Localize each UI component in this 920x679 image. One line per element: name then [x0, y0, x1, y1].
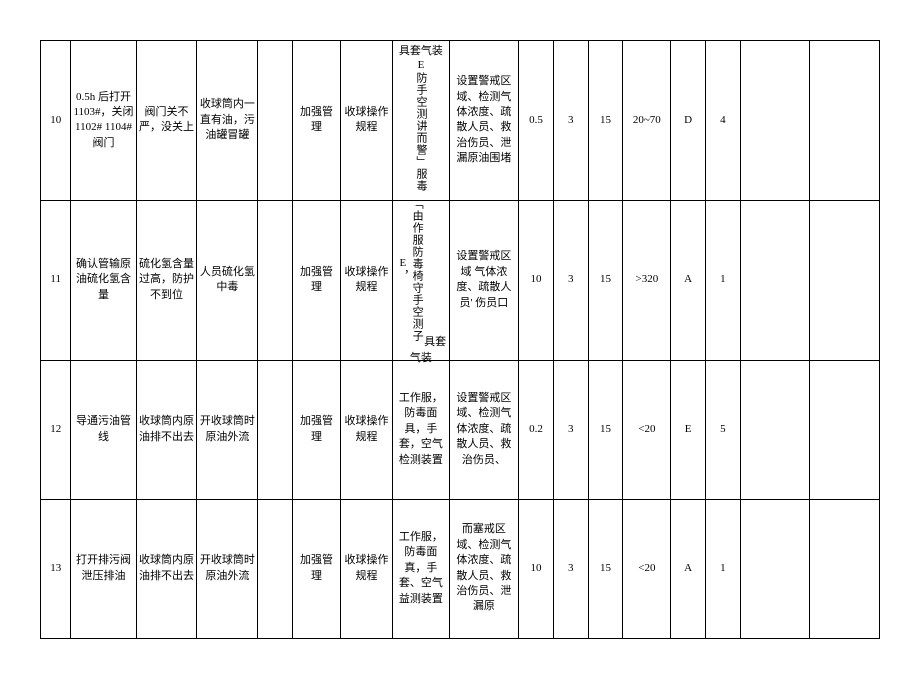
cell-level: 5 [706, 360, 741, 499]
cell-range: >320 [623, 200, 671, 360]
cell-cause: 收球筒内原油排不出去 [136, 499, 197, 638]
cell-procedure: 收球操作规程 [340, 360, 392, 499]
cell-id: 10 [41, 41, 71, 201]
cell-hazard: 人员硫化氢中毒 [197, 200, 258, 360]
ppe-vertical: 「由作服防毒椅守手空测子E， [396, 194, 425, 345]
cell-v1: 10 [519, 499, 554, 638]
cell-emergency: 而塞戒区域、检测气体浓度、疏散人员、救治伤员、泄漏原 [449, 499, 519, 638]
cell-blank [740, 200, 810, 360]
cell-level: 4 [706, 41, 741, 201]
table-body: 10 0.5h 后打开 1103#，关闭 1102# 1104#阀门 阀门关不严… [41, 41, 880, 639]
risk-table: 10 0.5h 后打开 1103#，关闭 1102# 1104#阀门 阀门关不严… [40, 40, 880, 639]
cell-v1: 0.5 [519, 41, 554, 201]
cell-v3: 15 [588, 360, 623, 499]
cell-v2: 3 [553, 200, 588, 360]
cell-step: 打开排污阀泄压排油 [71, 499, 136, 638]
cell-step: 0.5h 后打开 1103#，关闭 1102# 1104#阀门 [71, 41, 136, 201]
cell-level: 1 [706, 499, 741, 638]
cell-v2: 3 [553, 41, 588, 201]
cell-blank [740, 360, 810, 499]
cell-emergency: 设置警戒区域 气体浓度、疏散人员' 伤员口 [449, 200, 519, 360]
cell-blank [740, 41, 810, 201]
table-row: 13 打开排污阀泄压排油 收球筒内原油排不出去 开收球筒时原油外流 加强管理 收… [41, 499, 880, 638]
cell-cause: 收球筒内原油排不出去 [136, 360, 197, 499]
cell-emergency: 设置警戒区域、检测气体浓度、疏散人员、救治伤员、 [449, 360, 519, 499]
cell-grade: D [671, 41, 706, 201]
cell-blank [258, 499, 293, 638]
cell-emergency: 设置警戒区域、检测气体浓度、疏散人员、救治伤员、泄漏原油围堵 [449, 41, 519, 201]
cell-ppe: 工作服，防毒面真，手套、空气益测装置 [393, 499, 450, 638]
cell-step: 确认管输原油硫化氢含量 [71, 200, 136, 360]
cell-blank [258, 41, 293, 201]
ppe-vertical: E防手空测讲而警」服毒 [414, 59, 428, 192]
cell-v1: 10 [519, 200, 554, 360]
cell-blank [258, 200, 293, 360]
cell-id: 12 [41, 360, 71, 499]
cell-procedure: 收球操作规程 [340, 499, 392, 638]
cell-range: <20 [623, 499, 671, 638]
cell-blank [258, 360, 293, 499]
cell-control: 加强管理 [293, 499, 341, 638]
cell-hazard: 开收球筒时原油外流 [197, 360, 258, 499]
cell-hazard: 开收球筒时原油外流 [197, 499, 258, 638]
cell-range: 20~70 [623, 41, 671, 201]
cell-ppe: 具套气装 E防手空测讲而警」服毒 [393, 41, 450, 201]
cell-grade: A [671, 200, 706, 360]
table-row: 10 0.5h 后打开 1103#，关闭 1102# 1104#阀门 阀门关不严… [41, 41, 880, 201]
cell-blank [810, 360, 880, 499]
cell-v2: 3 [553, 499, 588, 638]
cell-control: 加强管理 [293, 41, 341, 201]
cell-ppe: 工作服，防毒面具，手套，空气检测装置 [393, 360, 450, 499]
table-row: 11 确认管输原油硫化氢含量 硫化氢含量过高，防护不到位 人员硫化氢中毒 加强管… [41, 200, 880, 360]
cell-procedure: 收球操作规程 [340, 41, 392, 201]
cell-cause: 硫化氢含量过高，防护不到位 [136, 200, 197, 360]
cell-v2: 3 [553, 360, 588, 499]
cell-control: 加强管理 [293, 200, 341, 360]
cell-blank [810, 41, 880, 201]
cell-hazard: 收球筒内一直有油，污油罐冒罐 [197, 41, 258, 201]
cell-v3: 15 [588, 200, 623, 360]
table-row: 12 导通污油管线 收球筒内原油排不出去 开收球筒时原油外流 加强管理 收球操作… [41, 360, 880, 499]
cell-control: 加强管理 [293, 360, 341, 499]
cell-v1: 0.2 [519, 360, 554, 499]
cell-blank [810, 200, 880, 360]
cell-grade: E [671, 360, 706, 499]
cell-blank [810, 499, 880, 638]
cell-procedure: 收球操作规程 [340, 200, 392, 360]
cell-cause: 阀门关不严，没关上 [136, 41, 197, 201]
cell-blank [740, 499, 810, 638]
cell-level: 1 [706, 200, 741, 360]
cell-id: 13 [41, 499, 71, 638]
cell-id: 11 [41, 200, 71, 360]
cell-v3: 15 [588, 499, 623, 638]
ppe-suffix: 具套气装 [399, 45, 443, 57]
cell-grade: A [671, 499, 706, 638]
cell-v3: 15 [588, 41, 623, 201]
cell-step: 导通污油管线 [71, 360, 136, 499]
cell-ppe: 「由作服防毒椅守手空测子E，具套气装 [393, 200, 450, 360]
cell-range: <20 [623, 360, 671, 499]
